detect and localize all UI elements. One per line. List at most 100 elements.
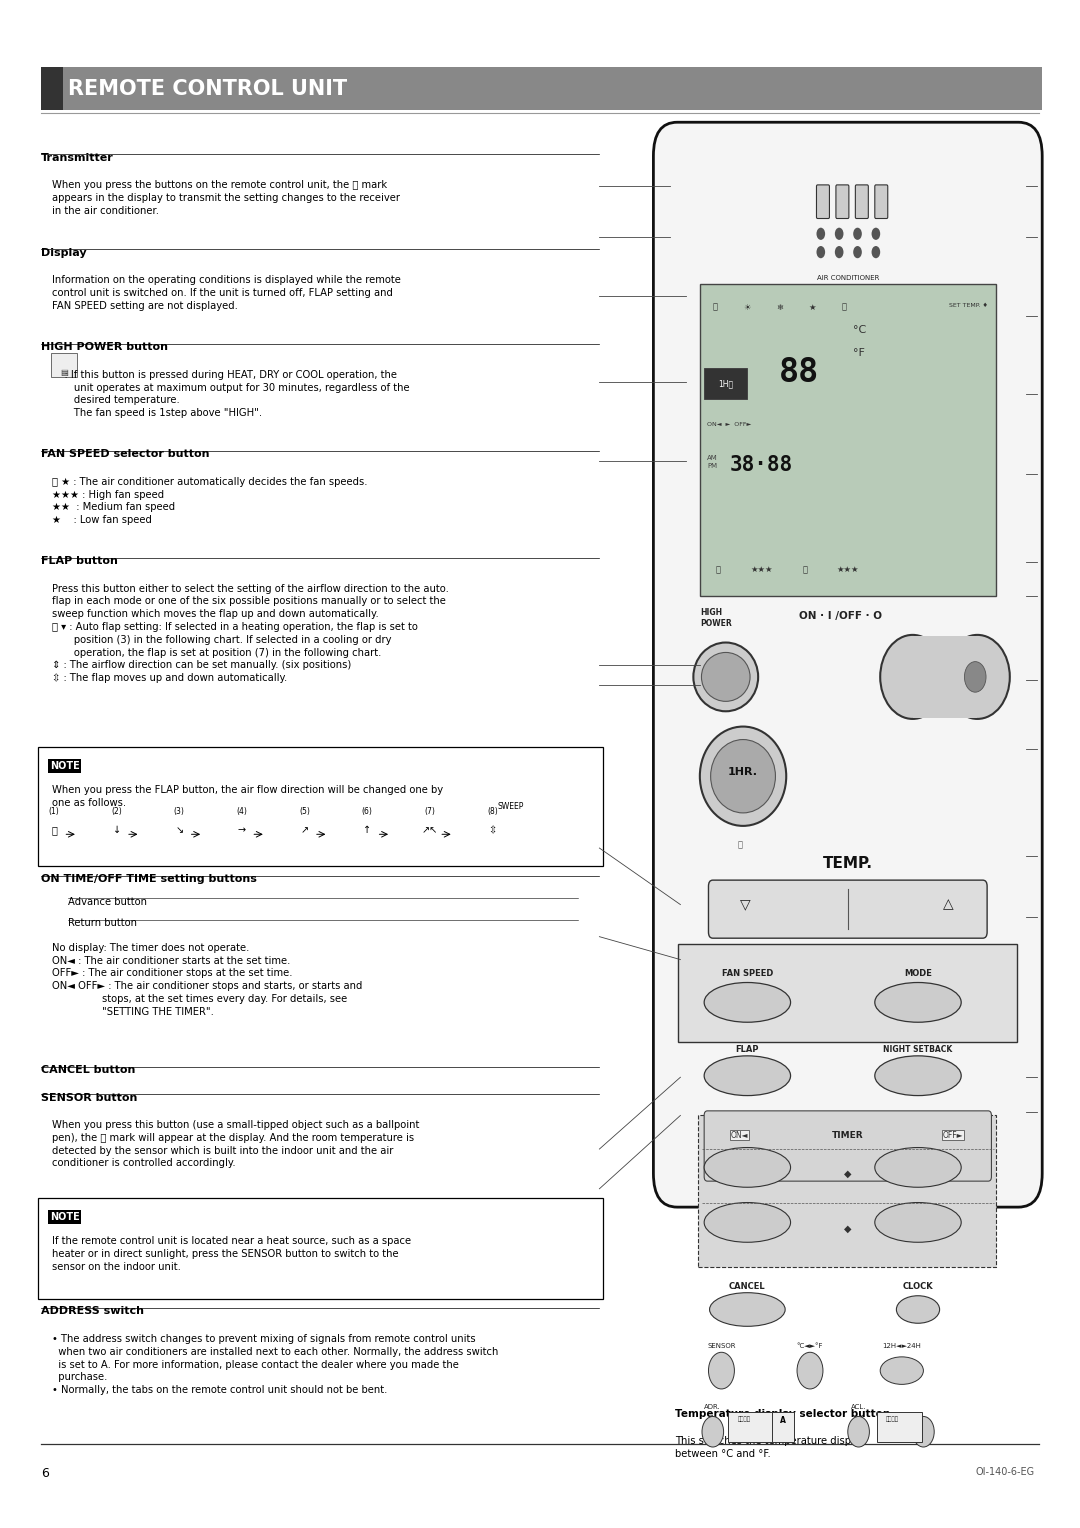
Text: ↘: ↘	[175, 825, 184, 836]
Text: CANCEL: CANCEL	[729, 1282, 766, 1291]
Text: ▤: ▤	[59, 368, 68, 377]
Ellipse shape	[693, 642, 758, 711]
Text: AIR CONDITIONER: AIR CONDITIONER	[816, 275, 879, 281]
FancyBboxPatch shape	[653, 122, 1042, 1207]
Text: OFF►: OFF►	[943, 1131, 962, 1140]
Text: Ⓠ ★ : The air conditioner automatically decides the fan speeds.
★★★ : High fan s: Ⓠ ★ : The air conditioner automatically …	[52, 477, 367, 526]
FancyBboxPatch shape	[698, 1115, 996, 1267]
FancyBboxPatch shape	[700, 284, 996, 596]
Text: ⓣ: ⓣ	[842, 303, 847, 312]
FancyBboxPatch shape	[678, 944, 1017, 1042]
Text: ON · I /OFF · O: ON · I /OFF · O	[799, 611, 882, 622]
Circle shape	[913, 1416, 934, 1447]
Text: Temperature display selector button: Temperature display selector button	[675, 1409, 890, 1420]
Text: 38·88: 38·88	[730, 455, 793, 475]
Text: No display: The timer does not operate.
ON◄ : The air conditioner starts at the : No display: The timer does not operate. …	[52, 943, 362, 1016]
Text: REMOTE CONTROL UNIT: REMOTE CONTROL UNIT	[68, 78, 347, 99]
Text: 88: 88	[779, 356, 820, 390]
Text: (8): (8)	[487, 807, 498, 816]
Text: (6): (6)	[362, 807, 373, 816]
FancyBboxPatch shape	[41, 67, 63, 110]
Text: アドレス: アドレス	[738, 1416, 751, 1423]
Text: (7): (7)	[424, 807, 435, 816]
Text: Press this button either to select the setting of the airflow direction to the a: Press this button either to select the s…	[52, 584, 448, 683]
FancyBboxPatch shape	[728, 1412, 773, 1442]
FancyBboxPatch shape	[836, 185, 849, 219]
Text: ☀: ☀	[744, 303, 751, 312]
Text: Display: Display	[41, 248, 86, 258]
Circle shape	[708, 1352, 734, 1389]
Ellipse shape	[875, 1148, 961, 1187]
Text: ↗↖: ↗↖	[421, 825, 438, 836]
Text: Ⓠ: Ⓠ	[51, 825, 57, 836]
Ellipse shape	[704, 1203, 791, 1242]
Text: When you press this button (use a small-tipped object such as a ballpoint
pen), : When you press this button (use a small-…	[52, 1120, 419, 1169]
Text: Transmitter: Transmitter	[41, 153, 113, 163]
Text: △: △	[943, 897, 954, 912]
Text: ◆: ◆	[845, 1169, 851, 1178]
Text: Ⓠ: Ⓠ	[802, 565, 807, 575]
Text: →: →	[238, 825, 246, 836]
Text: SWEEP: SWEEP	[498, 802, 524, 811]
Text: ON◄  ►  OFF►: ON◄ ► OFF►	[707, 422, 752, 426]
Text: AM
PM: AM PM	[707, 455, 718, 469]
Text: FAN SPEED: FAN SPEED	[721, 969, 773, 978]
Text: NOTE: NOTE	[50, 761, 80, 772]
Text: °F: °F	[853, 348, 865, 359]
Ellipse shape	[704, 1148, 791, 1187]
Text: SENSOR: SENSOR	[707, 1343, 735, 1349]
Bar	[913, 636, 977, 718]
Text: : If this button is pressed during HEAT, DRY or COOL operation, the
       unit : : If this button is pressed during HEAT,…	[52, 370, 409, 419]
Text: (5): (5)	[299, 807, 310, 816]
Circle shape	[853, 246, 862, 258]
Text: CLOCK: CLOCK	[903, 1282, 933, 1291]
Text: ADDRESS switch: ADDRESS switch	[41, 1306, 144, 1317]
FancyBboxPatch shape	[877, 1412, 922, 1442]
Text: Ⓠ: Ⓠ	[713, 303, 717, 312]
Text: Information on the operating conditions is displayed while the remote
control un: Information on the operating conditions …	[52, 275, 401, 310]
Text: ↓: ↓	[112, 825, 121, 836]
Text: ★★★: ★★★	[837, 565, 859, 575]
Ellipse shape	[710, 1293, 785, 1326]
Ellipse shape	[700, 727, 786, 825]
Circle shape	[848, 1416, 869, 1447]
Text: (3): (3)	[174, 807, 185, 816]
Text: ↑: ↑	[363, 825, 372, 836]
Text: ▽: ▽	[740, 897, 751, 912]
Text: ★★★: ★★★	[751, 565, 772, 575]
Text: TIMER: TIMER	[832, 1131, 864, 1140]
Circle shape	[872, 228, 880, 240]
Text: FLAP button: FLAP button	[41, 556, 118, 567]
Text: HIGH
POWER: HIGH POWER	[700, 608, 731, 628]
Circle shape	[964, 662, 986, 692]
Text: • The address switch changes to prevent mixing of signals from remote control un: • The address switch changes to prevent …	[52, 1334, 498, 1395]
Circle shape	[816, 246, 825, 258]
Text: SET TEMP. ♦: SET TEMP. ♦	[949, 303, 988, 307]
Ellipse shape	[704, 983, 791, 1022]
Text: NIGHT SETBACK: NIGHT SETBACK	[883, 1045, 953, 1054]
Text: HIGH POWER button: HIGH POWER button	[41, 342, 168, 353]
FancyBboxPatch shape	[875, 185, 888, 219]
Ellipse shape	[702, 652, 750, 701]
Text: FLAP: FLAP	[735, 1045, 759, 1054]
Text: Return button: Return button	[68, 918, 137, 929]
Text: 1Hⓣ: 1Hⓣ	[718, 379, 733, 388]
Circle shape	[816, 228, 825, 240]
Text: This switches the temperature display
between °C and °F.: This switches the temperature display be…	[675, 1436, 866, 1459]
FancyBboxPatch shape	[704, 368, 747, 399]
Text: FAN SPEED selector button: FAN SPEED selector button	[41, 449, 210, 460]
Text: ↗: ↗	[300, 825, 309, 836]
Text: ❄: ❄	[777, 303, 783, 312]
FancyBboxPatch shape	[772, 1412, 794, 1442]
Circle shape	[853, 228, 862, 240]
Text: (1): (1)	[49, 807, 59, 816]
Text: ★: ★	[809, 303, 815, 312]
Text: 12H◄►24H: 12H◄►24H	[882, 1343, 921, 1349]
Text: OI-140-6-EG: OI-140-6-EG	[975, 1467, 1035, 1478]
Ellipse shape	[896, 1296, 940, 1323]
Text: NOTE: NOTE	[50, 1212, 80, 1222]
Text: ⓘ: ⓘ	[738, 840, 742, 850]
Circle shape	[872, 246, 880, 258]
Text: ADR.: ADR.	[704, 1404, 721, 1410]
Circle shape	[797, 1352, 823, 1389]
